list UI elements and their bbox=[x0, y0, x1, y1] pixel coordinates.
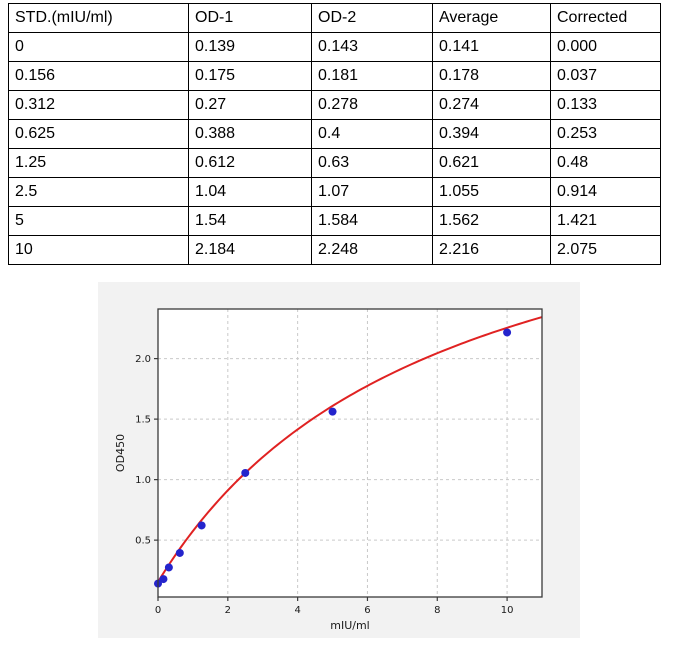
table-cell: 0.143 bbox=[311, 32, 433, 62]
table-cell: 0.621 bbox=[432, 148, 551, 178]
table-cell: 5 bbox=[8, 206, 189, 236]
table-cell: 2.248 bbox=[311, 235, 433, 265]
column-header: OD-2 bbox=[311, 3, 433, 33]
table-cell: 2.075 bbox=[550, 235, 661, 265]
table-cell: 0.48 bbox=[550, 148, 661, 178]
table-cell: 0.388 bbox=[188, 119, 312, 149]
table-cell: 1.54 bbox=[188, 206, 312, 236]
data-point bbox=[197, 521, 206, 530]
column-header: Corrected bbox=[550, 3, 661, 33]
table-cell: 0.000 bbox=[550, 32, 661, 62]
table-cell: 2.216 bbox=[432, 235, 551, 265]
data-point bbox=[175, 548, 184, 557]
table-cell: 2.184 bbox=[188, 235, 312, 265]
table-cell: 0.278 bbox=[311, 90, 433, 120]
x-tick-label: 0 bbox=[155, 605, 161, 616]
table-cell: 0.63 bbox=[311, 148, 433, 178]
table-row: 0 0.139 0.143 0.141 0.000 bbox=[8, 32, 661, 62]
table-cell: 0.914 bbox=[550, 177, 661, 207]
column-header: OD-1 bbox=[188, 3, 312, 33]
table-row: 0.625 0.388 0.4 0.394 0.253 bbox=[8, 119, 661, 149]
table-cell: 1.562 bbox=[432, 206, 551, 236]
y-tick-label: 0.5 bbox=[135, 536, 151, 547]
table-row: 5 1.54 1.584 1.562 1.421 bbox=[8, 206, 661, 236]
y-axis-label: OD450 bbox=[114, 434, 127, 472]
table-cell: 0.312 bbox=[8, 90, 189, 120]
table-cell: 0.178 bbox=[432, 61, 551, 91]
table-row: 1.25 0.612 0.63 0.621 0.48 bbox=[8, 148, 661, 178]
x-tick-label: 6 bbox=[364, 605, 370, 616]
data-point bbox=[159, 575, 168, 584]
data-point bbox=[328, 407, 337, 416]
table-cell: 0.625 bbox=[8, 119, 189, 149]
x-tick-label: 10 bbox=[501, 605, 514, 616]
x-tick-label: 4 bbox=[294, 605, 300, 616]
table-row: 10 2.184 2.248 2.216 2.075 bbox=[8, 235, 661, 265]
standard-curve-figure: 0 2 4 6 8 10 0.5 1.0 1.5 2.0 mIU/ml OD450 bbox=[98, 282, 580, 638]
table-cell: 0.4 bbox=[311, 119, 433, 149]
plot-area bbox=[158, 309, 542, 597]
table-body: 0 0.139 0.143 0.141 0.000 0.156 0.175 0.181 0.17… bbox=[8, 32, 661, 265]
table-row: 0.156 0.175 0.181 0.178 0.037 bbox=[8, 61, 661, 91]
table-row: 2.5 1.04 1.07 1.055 0.914 bbox=[8, 177, 661, 207]
table-cell: 1.07 bbox=[311, 177, 433, 207]
fit-curve bbox=[158, 316, 542, 583]
standard-curve-chart: 0 2 4 6 8 10 0.5 1.0 1.5 2.0 mIU/ml OD450 bbox=[98, 282, 580, 638]
column-header: STD.(mIU/ml) bbox=[8, 3, 189, 33]
data-point bbox=[164, 563, 173, 572]
table-cell: 1.04 bbox=[188, 177, 312, 207]
table-cell: 0.27 bbox=[188, 90, 312, 120]
standards-table: STD.(mIU/ml) OD-1 OD-2 Average Corrected 0 0.… bbox=[8, 3, 661, 265]
data-point bbox=[241, 468, 250, 477]
table-cell: 1.421 bbox=[550, 206, 661, 236]
table-cell: 10 bbox=[8, 235, 189, 265]
data-point bbox=[503, 328, 512, 337]
table-cell: 0.175 bbox=[188, 61, 312, 91]
column-header: Average bbox=[432, 3, 551, 33]
table-row: 0.312 0.27 0.278 0.274 0.133 bbox=[8, 90, 661, 120]
y-tick-label: 2.0 bbox=[135, 354, 151, 365]
x-tick-label: 2 bbox=[225, 605, 231, 616]
table-cell: 0.133 bbox=[550, 90, 661, 120]
table-cell: 0.181 bbox=[311, 61, 433, 91]
table-cell: 0.141 bbox=[432, 32, 551, 62]
table-cell: 0.253 bbox=[550, 119, 661, 149]
table-cell: 1.584 bbox=[311, 206, 433, 236]
table-cell: 0 bbox=[8, 32, 189, 62]
table-cell: 0.394 bbox=[432, 119, 551, 149]
table-cell: 0.156 bbox=[8, 61, 189, 91]
y-tick-label: 1.5 bbox=[135, 415, 151, 426]
table-cell: 0.612 bbox=[188, 148, 312, 178]
table-cell: 2.5 bbox=[8, 177, 189, 207]
x-axis-label: mIU/ml bbox=[330, 619, 370, 632]
table-cell: 1.055 bbox=[432, 177, 551, 207]
y-tick-label: 1.0 bbox=[135, 475, 151, 486]
table-cell: 0.139 bbox=[188, 32, 312, 62]
plot-border bbox=[157, 308, 543, 598]
table-cell: 1.25 bbox=[8, 148, 189, 178]
table-cell: 0.037 bbox=[550, 61, 661, 91]
x-tick-label: 8 bbox=[434, 605, 440, 616]
table-header-row: STD.(mIU/ml) OD-1 OD-2 Average Corrected bbox=[8, 3, 661, 33]
table-cell: 0.274 bbox=[432, 90, 551, 120]
